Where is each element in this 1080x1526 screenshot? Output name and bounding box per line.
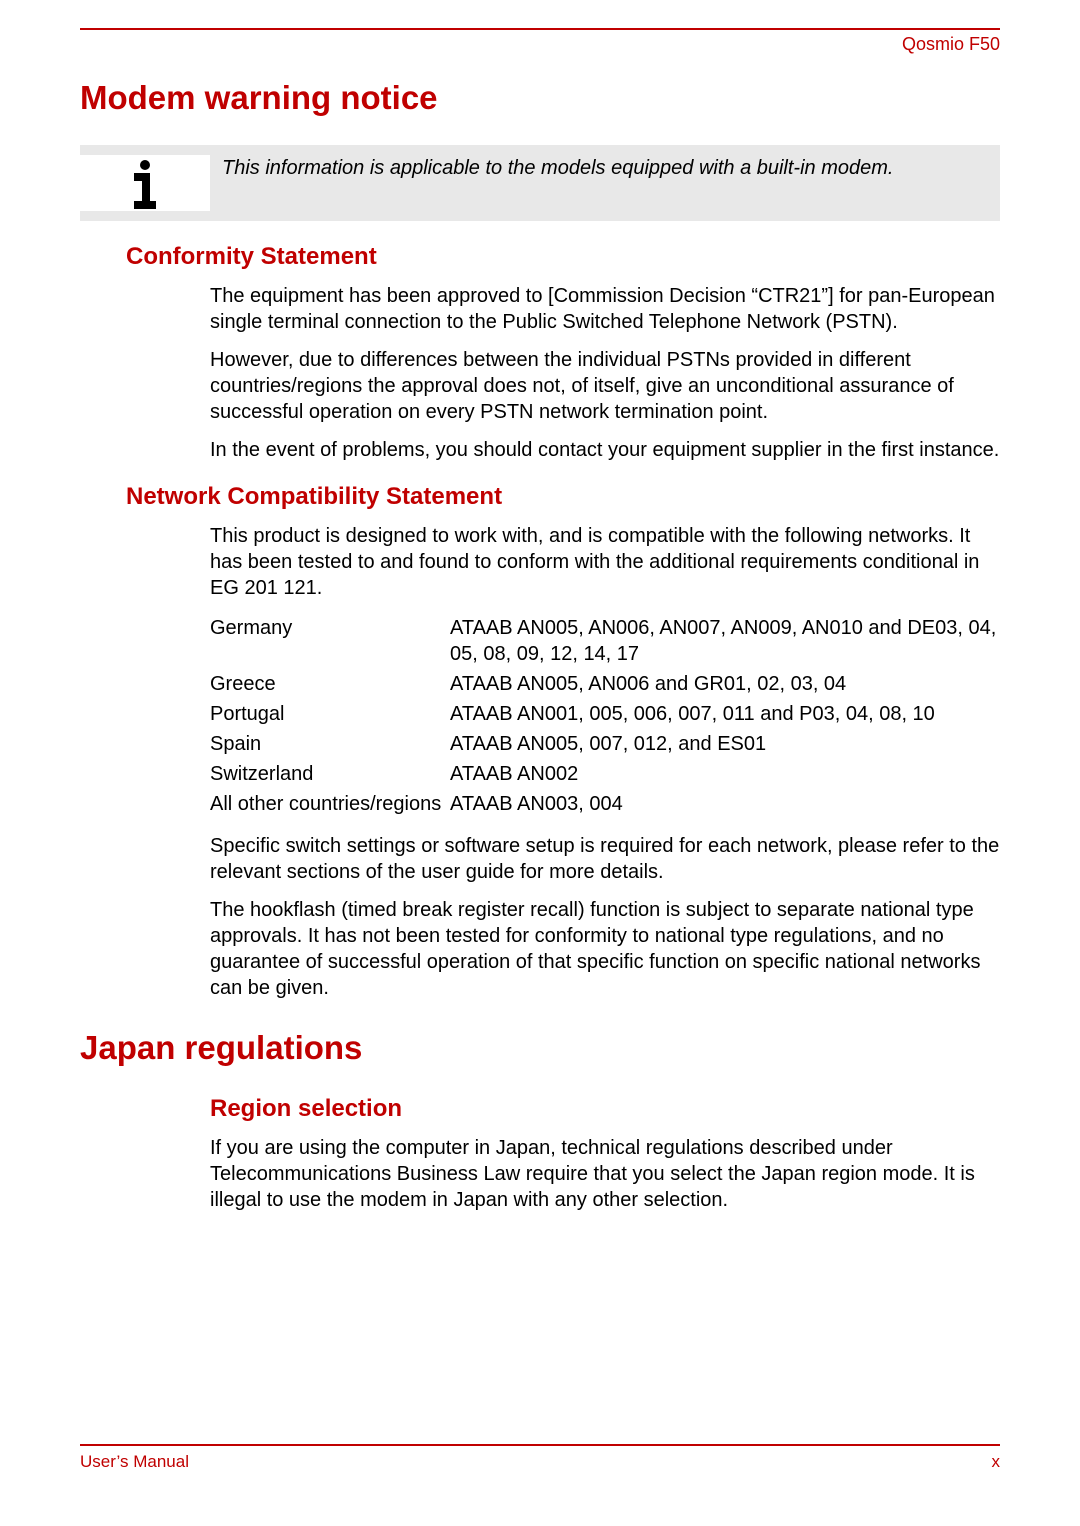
heading-japan-regulations: Japan regulations bbox=[80, 1029, 1000, 1067]
table-row: GreeceATAAB AN005, AN006 and GR01, 02, 0… bbox=[210, 669, 1000, 699]
page-content: Qosmio F50 Modem warning notice This inf… bbox=[0, 0, 1080, 1213]
header-rule bbox=[80, 28, 1000, 30]
heading-region-selection: Region selection bbox=[210, 1095, 1000, 1123]
country-cell: Spain bbox=[210, 729, 450, 759]
footer-page-number: x bbox=[992, 1452, 1001, 1472]
conformity-p3: In the event of problems, you should con… bbox=[210, 437, 1000, 463]
value-cell: ATAAB AN005, AN006 and GR01, 02, 03, 04 bbox=[450, 669, 1000, 699]
footer-rule bbox=[80, 1444, 1000, 1446]
table-row: SpainATAAB AN005, 007, 012, and ES01 bbox=[210, 729, 1000, 759]
network-p-after2: The hookflash (timed break register reca… bbox=[210, 897, 1000, 1001]
value-cell: ATAAB AN005, 007, 012, and ES01 bbox=[450, 729, 1000, 759]
country-cell: Greece bbox=[210, 669, 450, 699]
network-body: This product is designed to work with, a… bbox=[210, 523, 1000, 1001]
header-product: Qosmio F50 bbox=[902, 34, 1000, 55]
conformity-p1: The equipment has been approved to [Comm… bbox=[210, 283, 1000, 335]
country-cell: Portugal bbox=[210, 699, 450, 729]
footer-left: User’s Manual bbox=[80, 1452, 189, 1472]
heading-conformity: Conformity Statement bbox=[126, 243, 1000, 271]
note-text: This information is applicable to the mo… bbox=[210, 155, 984, 182]
country-cell: Germany bbox=[210, 613, 450, 669]
country-cell: Switzerland bbox=[210, 759, 450, 789]
table-row: All other countries/regionsATAAB AN003, … bbox=[210, 789, 1000, 819]
network-p-after1: Specific switch settings or software set… bbox=[210, 833, 1000, 885]
header-row: Qosmio F50 bbox=[80, 34, 1000, 55]
region-body: If you are using the computer in Japan, … bbox=[210, 1135, 1000, 1213]
network-table: GermanyATAAB AN005, AN006, AN007, AN009,… bbox=[210, 613, 1000, 819]
table-row: SwitzerlandATAAB AN002 bbox=[210, 759, 1000, 789]
conformity-p2: However, due to differences between the … bbox=[210, 347, 1000, 425]
footer: User’s Manual x bbox=[80, 1444, 1000, 1472]
region-p1: If you are using the computer in Japan, … bbox=[210, 1135, 1000, 1213]
table-row: GermanyATAAB AN005, AN006, AN007, AN009,… bbox=[210, 613, 1000, 669]
country-cell: All other countries/regions bbox=[210, 789, 450, 819]
value-cell: ATAAB AN002 bbox=[450, 759, 1000, 789]
value-cell: ATAAB AN003, 004 bbox=[450, 789, 1000, 819]
heading-modem-warning: Modem warning notice bbox=[80, 79, 1000, 117]
value-cell: ATAAB AN005, AN006, AN007, AN009, AN010 … bbox=[450, 613, 1000, 669]
network-intro: This product is designed to work with, a… bbox=[210, 523, 1000, 601]
note-box: This information is applicable to the mo… bbox=[80, 145, 1000, 221]
info-icon bbox=[80, 155, 210, 211]
value-cell: ATAAB AN001, 005, 006, 007, 011 and P03,… bbox=[450, 699, 1000, 729]
heading-network: Network Compatibility Statement bbox=[126, 483, 1000, 511]
conformity-body: The equipment has been approved to [Comm… bbox=[210, 283, 1000, 463]
table-row: PortugalATAAB AN001, 005, 006, 007, 011 … bbox=[210, 699, 1000, 729]
